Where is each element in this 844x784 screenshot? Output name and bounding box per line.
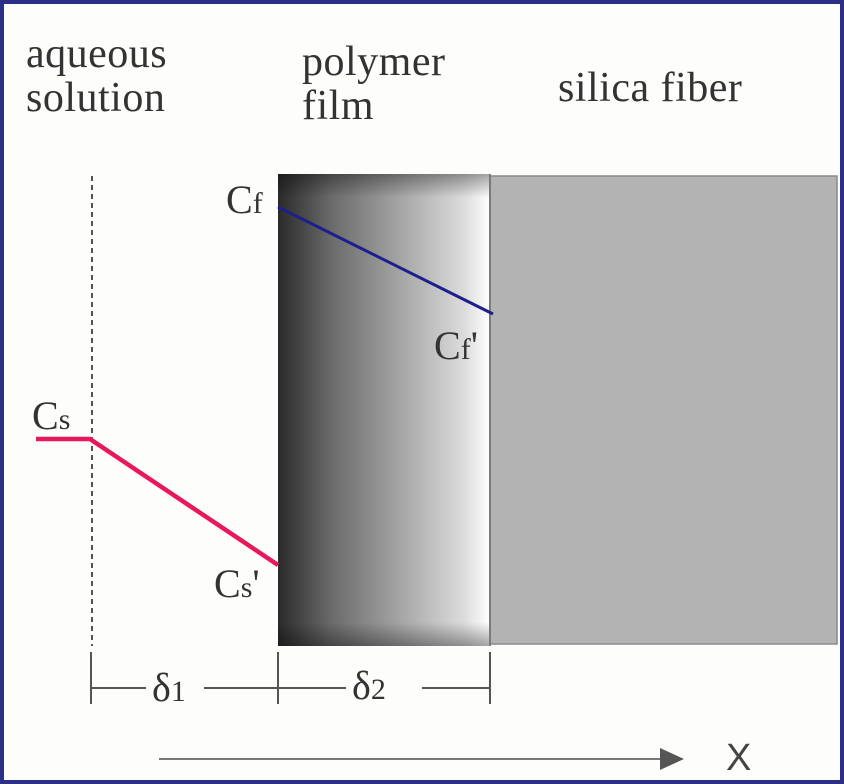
cs-prime-label: Cs' — [214, 561, 260, 606]
polymer-film-label: polymer film — [302, 39, 446, 129]
x-axis-arrowhead — [660, 748, 684, 770]
polymer-film-edge-shade — [278, 174, 490, 646]
delta1-label: δ1 — [152, 665, 186, 710]
polymer-concentration-line — [277, 205, 494, 316]
cf-label: Cf — [226, 177, 263, 222]
aqueous-solution-label: aqueous solution — [26, 31, 168, 121]
x-axis-label: X — [726, 737, 752, 779]
aqueous-concentration-line — [36, 436, 280, 567]
silica-fiber-label: silica fiber — [558, 65, 743, 111]
delta2-label: δ2 — [352, 663, 386, 708]
silica-fiber-block — [489, 175, 838, 645]
diagram-canvas — [36, 174, 838, 770]
cf-prime-label: Cf' — [434, 323, 478, 368]
cs-label: Cs — [32, 393, 71, 438]
